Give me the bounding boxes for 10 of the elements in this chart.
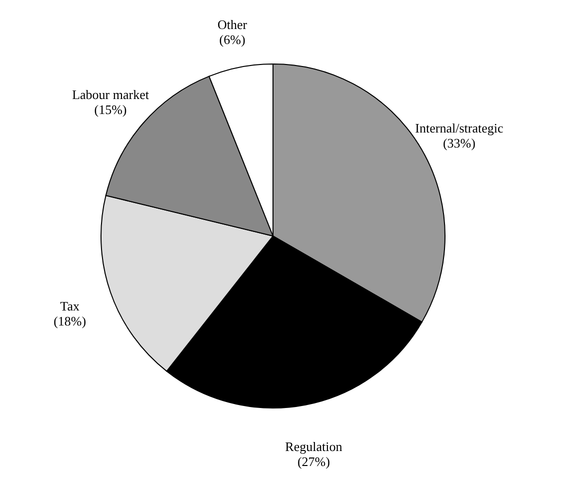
slice-label: Labour market <box>72 87 150 102</box>
data-label: (6%) <box>219 32 246 47</box>
slice-label: Tax <box>60 298 80 314</box>
data-label: (27%) <box>297 454 330 470</box>
data-label: (33%) <box>442 136 476 150</box>
slice-label: Regulation <box>285 439 343 454</box>
slice-label: Other <box>218 16 248 32</box>
slice-label: Internal/strategic <box>415 120 504 136</box>
data-label: (18%) <box>54 313 86 328</box>
data-label: (15%) <box>94 102 127 118</box>
